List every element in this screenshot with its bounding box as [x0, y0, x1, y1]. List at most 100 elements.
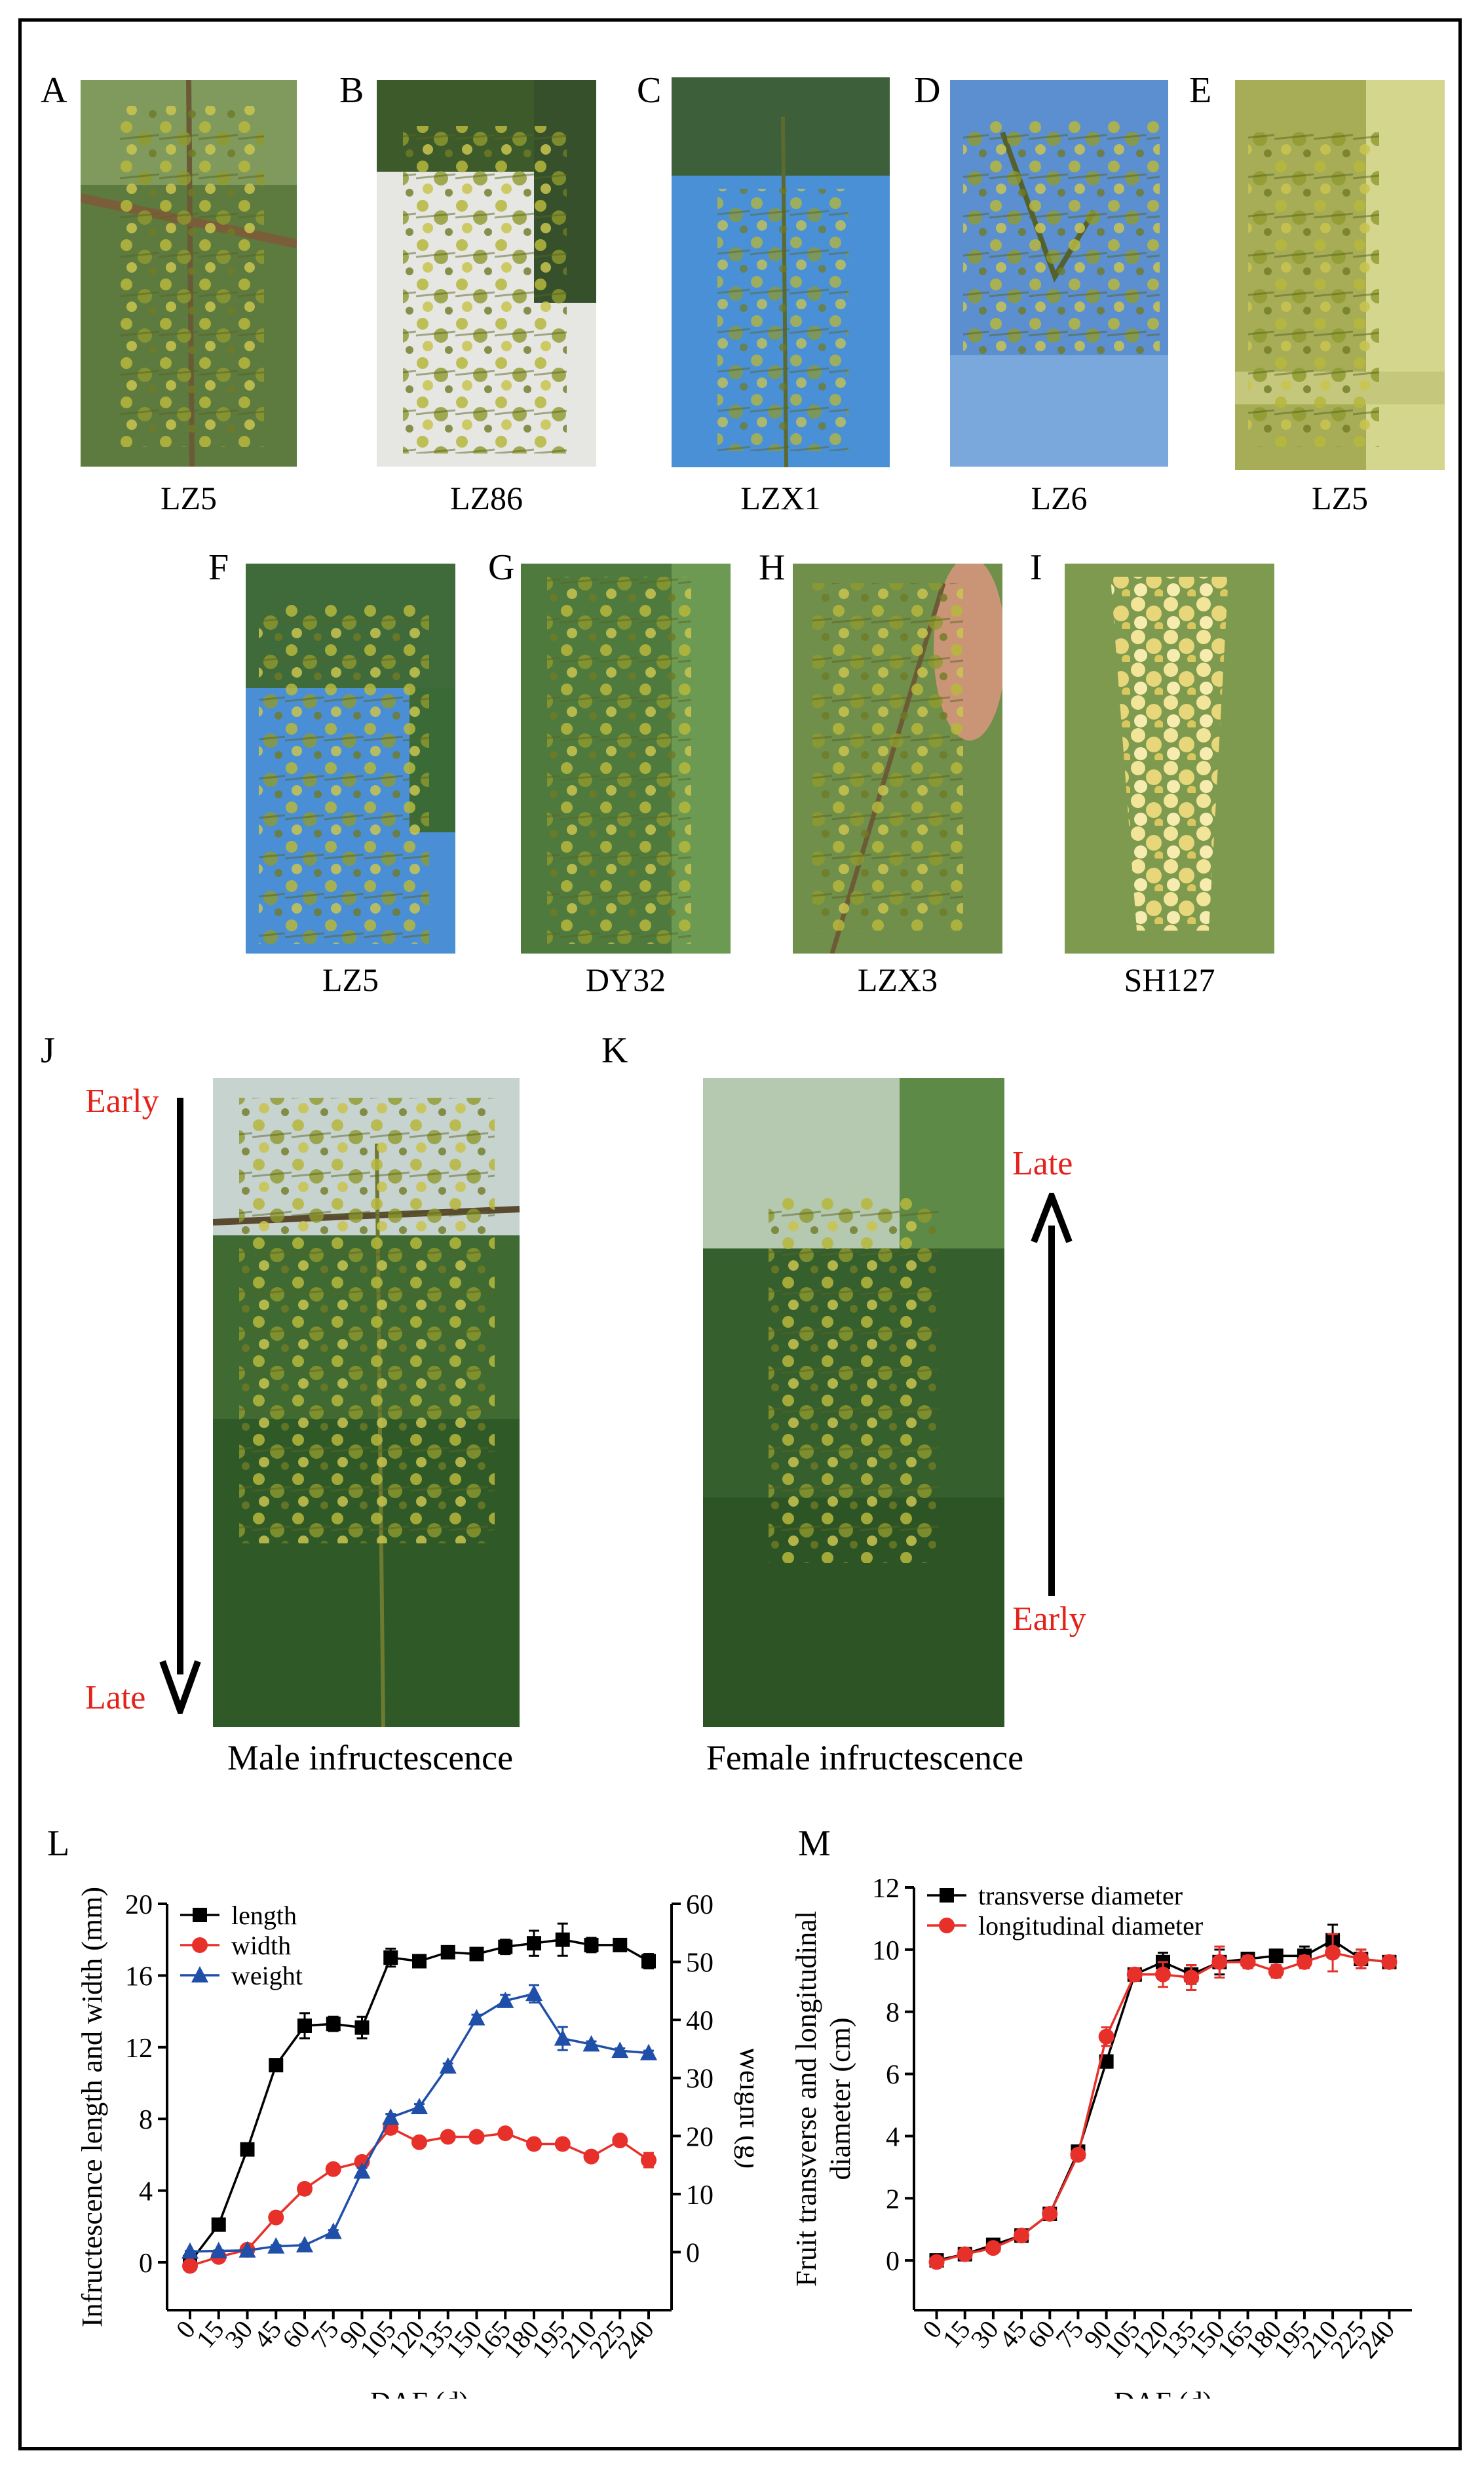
- data-point-weight: [324, 2222, 342, 2239]
- data-point-longitudinal-diameter: [1240, 1954, 1256, 1970]
- y2-tick-label: 50: [686, 1948, 713, 1979]
- data-point-weight: [181, 2242, 199, 2259]
- y-tick-label: 10: [872, 1936, 900, 1966]
- label-late-k: Late: [1012, 1145, 1073, 1182]
- label-early-j: Early: [85, 1083, 159, 1120]
- panel-label-m: M: [798, 1823, 831, 1864]
- y2-tick-label: 60: [686, 1890, 713, 1920]
- panel-label-e: E: [1189, 70, 1212, 111]
- y2-tick-label: 30: [686, 2064, 713, 2095]
- photo-panel-b: [377, 80, 596, 467]
- data-point-width: [182, 2258, 198, 2274]
- y-axis-label-line2: diameter (cm): [824, 2018, 856, 2180]
- data-point-weight: [267, 2237, 285, 2254]
- data-point-length: [354, 2020, 370, 2035]
- data-point-length: [383, 1950, 398, 1965]
- data-point-width: [440, 2129, 456, 2145]
- data-point-width: [641, 2152, 656, 2169]
- photo-panel-a: [81, 80, 297, 467]
- y-tick-label: 12: [872, 1874, 900, 1904]
- data-point-longitudinal-diameter: [1353, 1951, 1369, 1967]
- panel-label-a: A: [41, 70, 67, 111]
- y-tick-label: 0: [886, 2247, 900, 2277]
- data-point-width: [612, 2133, 628, 2149]
- series-line-transverse-diameter: [936, 1939, 1390, 2262]
- photo-panel-g: [521, 564, 731, 954]
- data-point-width: [526, 2136, 542, 2152]
- data-point-longitudinal-diameter: [1211, 1954, 1228, 1970]
- x-tick-label: 240: [1352, 2315, 1400, 2364]
- caption-f: LZ5: [322, 961, 379, 998]
- y-axis-label-line1: Fruit transverse and longitudinal: [790, 1911, 822, 2287]
- data-point-longitudinal-diameter: [957, 2246, 973, 2262]
- data-point-width: [325, 2161, 341, 2177]
- data-point-length: [555, 1932, 570, 1947]
- y2-axis-label: Weight (g): [734, 2045, 753, 2169]
- legend-marker: [191, 1966, 208, 1982]
- panel-label-l: L: [47, 1823, 70, 1864]
- data-point-longitudinal-diameter: [1155, 1966, 1171, 1982]
- caption-e: LZ5: [1311, 480, 1369, 516]
- chart-l: 0481216200102030405060015304560759010512…: [76, 1887, 753, 2399]
- y2-tick-label: 0: [686, 2238, 700, 2268]
- data-point-weight: [439, 2057, 457, 2074]
- x-tick-label: 240: [612, 2315, 660, 2364]
- timeline-arrow-up: [1031, 1193, 1073, 1596]
- data-point-length: [641, 1954, 656, 1969]
- x-axis-label: DAF (d): [370, 2386, 468, 2399]
- data-point-longitudinal-diameter: [1042, 2205, 1058, 2222]
- panel-label-f: F: [208, 547, 229, 588]
- data-point-longitudinal-diameter: [1268, 1963, 1284, 1980]
- photo-panel-h: [793, 564, 1002, 954]
- data-point-length: [211, 2217, 226, 2232]
- data-point-length: [297, 2018, 312, 2033]
- caption-h: LZX3: [857, 961, 938, 998]
- legend-marker: [192, 1937, 208, 1953]
- x-axis-label: DAF (d): [1114, 2386, 1212, 2399]
- legend-marker: [193, 1908, 207, 1922]
- photo-panel-i: [1065, 564, 1274, 954]
- data-point-longitudinal-diameter: [1296, 1954, 1312, 1970]
- y2-tick-label: 10: [686, 2180, 713, 2211]
- data-point-length: [498, 1939, 513, 1954]
- label-early-k: Early: [1012, 1600, 1086, 1638]
- data-point-length: [269, 2058, 284, 2073]
- data-point-length: [613, 1937, 628, 1952]
- y-tick-label: 16: [125, 1962, 153, 1992]
- y-axis-label: Infructescence length and width (mm): [76, 1887, 108, 2327]
- data-point-longitudinal-diameter: [928, 2254, 945, 2270]
- legend-label: transverse diameter: [978, 1881, 1183, 1910]
- y-tick-label: 4: [139, 2177, 153, 2207]
- caption-j: Male infructescence: [227, 1738, 514, 1777]
- data-point-weight: [238, 2241, 256, 2258]
- figure-frame: [18, 18, 1462, 2450]
- y2-tick-label: 20: [686, 2122, 713, 2152]
- data-point-weight: [497, 1991, 514, 2008]
- y-tick-label: 0: [139, 2249, 153, 2279]
- series-line-weight: [189, 1992, 649, 2253]
- photo-panel-d: [950, 80, 1168, 467]
- data-point-transverse-diameter: [1099, 2054, 1114, 2069]
- data-point-weight: [640, 2043, 657, 2060]
- data-point-weight: [554, 2029, 571, 2046]
- data-point-width: [268, 2209, 284, 2226]
- panel-label-c: C: [637, 70, 662, 111]
- data-point-longitudinal-diameter: [1014, 2228, 1030, 2244]
- caption-g: DY32: [585, 961, 666, 998]
- data-point-length: [240, 2142, 255, 2157]
- photo-panel-e: [1235, 80, 1445, 470]
- series-line-longitudinal-diameter: [936, 1951, 1390, 2264]
- data-point-length: [469, 1946, 484, 1962]
- data-point-weight: [353, 2162, 371, 2179]
- y-tick-label: 4: [886, 2122, 900, 2152]
- panel-label-h: H: [759, 547, 786, 588]
- photo-panel-k: [703, 1078, 1004, 1727]
- caption-a: LZ5: [160, 480, 218, 516]
- y-tick-label: 6: [886, 2060, 900, 2091]
- panel-label-g: G: [488, 547, 515, 588]
- y-tick-label: 12: [125, 2034, 153, 2064]
- y-tick-label: 2: [886, 2184, 900, 2214]
- y2-tick-label: 40: [686, 2006, 713, 2036]
- data-point-longitudinal-diameter: [1183, 1969, 1200, 1986]
- caption-i: SH127: [1124, 961, 1215, 998]
